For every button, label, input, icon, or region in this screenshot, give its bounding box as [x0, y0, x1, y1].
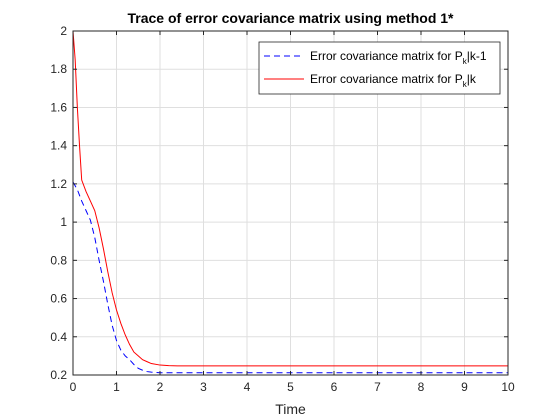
- x-tick-label: 9: [461, 380, 468, 394]
- legend-label-series-1: Error covariance matrix for Pk|k-1: [310, 49, 487, 66]
- ticks: [72, 30, 509, 376]
- x-tick-label: 3: [200, 380, 207, 394]
- y-tick-label: 1.2: [50, 177, 67, 191]
- x-tick-label: 5: [287, 380, 294, 394]
- y-tick-label: 1.4: [50, 139, 67, 153]
- y-tick-label: 1.8: [50, 62, 67, 76]
- x-tick-label: 0: [70, 380, 77, 394]
- legend-label-series-1-sub: k: [463, 57, 468, 66]
- y-tick-label: 0.4: [50, 330, 67, 344]
- x-tick-label: 1: [113, 380, 120, 394]
- legend: Error covariance matrix for Pk|k-1 Error…: [258, 41, 501, 95]
- legend-label-series-2: Error covariance matrix for Pk|k: [310, 72, 477, 89]
- legend-label-series-2-prefix: Error covariance matrix for P: [310, 72, 463, 86]
- legend-label-series-2-sub: k: [463, 80, 468, 89]
- tick-labels: 0 1 2 3 4 5 6 7 8 9 10 0.2 0.4 0.6 0.8 1 1.2 1.4 1.6 1.8 2: [50, 24, 515, 394]
- chart-title: Trace of error covariance matrix using m…: [127, 10, 454, 26]
- y-tick-label: 2: [60, 24, 67, 38]
- legend-box: [258, 41, 501, 95]
- y-tick-label: 0.8: [50, 253, 67, 267]
- legend-label-series-1-suffix: |k-1: [467, 49, 487, 63]
- legend-label-series-1-prefix: Error covariance matrix for P: [310, 49, 463, 63]
- y-tick-label: 0.6: [50, 292, 67, 306]
- x-tick-label: 2: [157, 380, 164, 394]
- x-tick-label: 4: [244, 380, 251, 394]
- x-tick-label: 10: [501, 380, 515, 394]
- y-tick-label: 1: [60, 215, 67, 229]
- x-tick-label: 7: [374, 380, 381, 394]
- x-axis-label: Time: [275, 401, 306, 417]
- x-tick-label: 6: [331, 380, 338, 394]
- legend-label-series-2-suffix: |k: [467, 72, 477, 86]
- y-tick-label: 1.6: [50, 100, 67, 114]
- series-line-2: [72, 30, 508, 367]
- y-tick-label: 0.2: [50, 368, 67, 382]
- x-tick-label: 8: [418, 380, 425, 394]
